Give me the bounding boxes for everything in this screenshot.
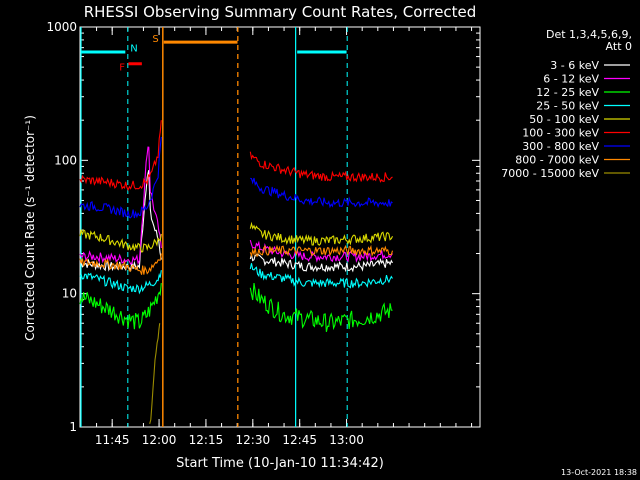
x-tick-label: 12:45 — [282, 433, 317, 447]
series-line — [79, 120, 162, 192]
legend-label: 50 - 100 keV — [529, 113, 599, 126]
series-line — [79, 270, 162, 295]
plot-area: 1 10 100 1000 11:45 12:00 12:15 12:30 12:45 13:00… — [46, 20, 481, 447]
legend-label: 25 - 50 keV — [536, 100, 599, 113]
legend-label: 100 - 300 keV — [522, 127, 599, 140]
series-line — [79, 253, 162, 275]
y-tick-label: 1000 — [46, 20, 77, 34]
chart-title: RHESSI Observing Summary Count Rates, Co… — [84, 3, 477, 21]
series-line — [249, 263, 393, 289]
y-tick-label: 1 — [69, 420, 77, 434]
timestamp: 13-Oct-2021 18:38 — [561, 468, 637, 477]
series-line — [79, 146, 162, 266]
flag-label: N — [130, 44, 137, 55]
legend-label: 12 - 25 keV — [536, 86, 599, 99]
series-line — [149, 323, 161, 424]
series-line — [79, 229, 162, 253]
x-tick-label: 12:30 — [236, 433, 271, 447]
x-tick-label: 12:00 — [142, 433, 177, 447]
plot-frame — [79, 26, 481, 428]
legend-header: Det 1,3,4,5,6,9, — [546, 28, 632, 41]
x-tick-label: 12:15 — [189, 433, 224, 447]
series-line — [79, 283, 162, 330]
series-line — [249, 239, 393, 263]
legend-label: 300 - 800 keV — [522, 140, 599, 153]
series-line — [249, 283, 393, 333]
series-line — [250, 177, 393, 209]
legend-header: Att 0 — [606, 40, 632, 53]
series-line — [249, 151, 393, 183]
flag-label: F — [119, 63, 125, 74]
flag-label: S — [152, 34, 158, 45]
series-line — [249, 221, 393, 246]
y-tick-label: 10 — [62, 287, 77, 301]
y-tick-label: 100 — [54, 153, 77, 167]
x-axis-label: Start Time (10-Jan-10 11:34:42) — [176, 456, 384, 471]
legend-label: 3 - 6 keV — [550, 59, 599, 72]
legend-label: 800 - 7000 keV — [515, 154, 599, 167]
legend-label: 7000 - 15000 keV — [501, 167, 599, 180]
x-tick-label: 13:00 — [329, 433, 364, 447]
y-axis-label: Corrected Count Rate (s⁻¹ detector⁻¹) — [23, 115, 37, 341]
x-tick-label: 11:45 — [95, 433, 130, 447]
series-line — [79, 136, 162, 219]
legend-label: 6 - 12 keV — [543, 73, 599, 86]
series-line — [249, 244, 394, 258]
series-line — [249, 253, 393, 273]
